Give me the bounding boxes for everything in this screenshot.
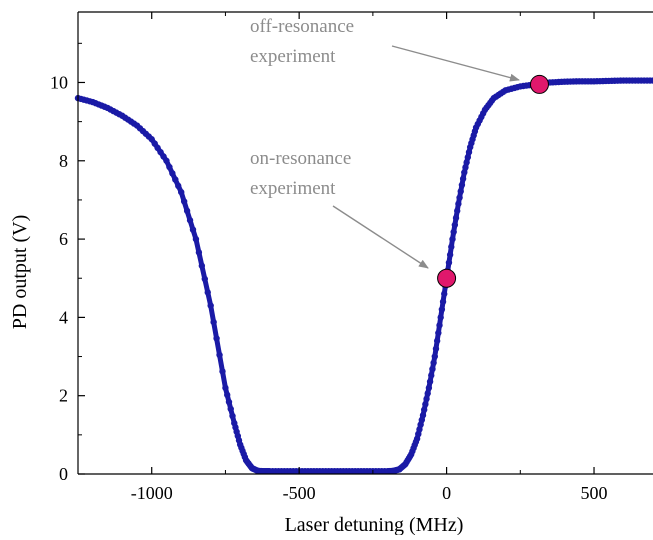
data-point xyxy=(192,235,200,243)
data-point xyxy=(169,170,176,177)
data-point xyxy=(446,251,454,258)
data-point xyxy=(464,154,472,161)
x-tick-label: -1000 xyxy=(131,483,173,503)
annotation-arrow xyxy=(391,45,520,82)
data-point xyxy=(428,372,435,379)
data-point xyxy=(441,290,448,298)
data-point xyxy=(449,235,456,243)
data-point xyxy=(423,395,430,403)
data-point xyxy=(178,188,185,196)
data-point xyxy=(455,200,462,208)
data-point xyxy=(429,365,436,373)
y-tick-label: 2 xyxy=(59,386,68,406)
data-point xyxy=(180,198,188,205)
data-point xyxy=(172,176,179,183)
annotations: off-resonance experiment on-resonance exper… xyxy=(250,16,520,269)
data-point xyxy=(225,398,233,406)
data-point xyxy=(465,148,473,156)
axes: -1000 -500 0 500 0 2 4 6 8 10 xyxy=(50,11,653,503)
annotation-arrow xyxy=(332,205,429,269)
data-point xyxy=(463,159,470,166)
annotation-label: experiment xyxy=(250,178,336,199)
data-point xyxy=(166,163,173,171)
data-point xyxy=(454,207,461,215)
highlight-point xyxy=(437,268,457,288)
data-point xyxy=(213,335,220,342)
annotation-label: experiment xyxy=(250,46,336,67)
data-point xyxy=(458,181,466,189)
data-point xyxy=(448,243,455,251)
x-axis-label: Laser detuning (MHz) xyxy=(285,514,464,535)
x-tick-label: -500 xyxy=(283,483,316,503)
y-tick-label: 8 xyxy=(59,151,68,171)
data-point xyxy=(163,157,170,164)
data-point xyxy=(450,228,457,236)
data-point xyxy=(456,194,463,201)
data-point xyxy=(432,345,440,352)
data-point xyxy=(433,337,441,345)
data-point xyxy=(195,249,203,256)
data-point xyxy=(201,275,208,283)
y-tick-label: 6 xyxy=(59,229,68,249)
y-tick-label: 4 xyxy=(59,307,68,327)
x-tick-label: 0 xyxy=(442,483,451,503)
data-point xyxy=(207,302,214,309)
data-point xyxy=(436,322,443,329)
data-point xyxy=(457,188,464,195)
y-tick-label: 0 xyxy=(59,464,68,484)
data-point xyxy=(183,207,191,215)
data-point xyxy=(210,318,217,326)
x-tick-label: 500 xyxy=(581,483,608,503)
data-point xyxy=(431,353,438,360)
data-point xyxy=(439,298,447,305)
data-point xyxy=(420,406,428,413)
data-point xyxy=(422,401,429,408)
data-point xyxy=(224,391,231,399)
data-point xyxy=(424,390,431,397)
data-point xyxy=(426,378,434,385)
plot-area xyxy=(74,74,653,475)
data-point xyxy=(437,314,444,321)
data-point xyxy=(451,221,459,229)
y-axis-label: PD output (V) xyxy=(9,215,31,329)
data-point xyxy=(204,289,211,296)
data-point xyxy=(186,217,194,224)
data-point xyxy=(462,164,469,171)
data-point xyxy=(649,77,653,84)
data-series-line xyxy=(75,78,653,474)
highlight-point xyxy=(529,74,549,94)
data-point xyxy=(229,412,236,420)
data-point xyxy=(438,306,446,313)
data-point xyxy=(189,226,197,233)
data-point xyxy=(435,329,442,337)
data-point xyxy=(198,262,206,269)
data-point xyxy=(445,259,453,266)
data-point xyxy=(227,405,234,413)
data-point xyxy=(430,359,437,367)
data-point xyxy=(219,368,226,375)
data-point xyxy=(452,214,460,222)
data-point xyxy=(461,169,468,176)
data-point xyxy=(175,182,182,190)
annotation-label: on-resonance xyxy=(250,148,351,169)
y-tick-label: 10 xyxy=(50,72,68,92)
data-point xyxy=(459,175,467,182)
data-point xyxy=(419,412,427,419)
data-point xyxy=(222,384,229,392)
data-point xyxy=(216,351,223,359)
data-point xyxy=(425,384,433,392)
annotation-label: off-resonance xyxy=(250,16,354,37)
